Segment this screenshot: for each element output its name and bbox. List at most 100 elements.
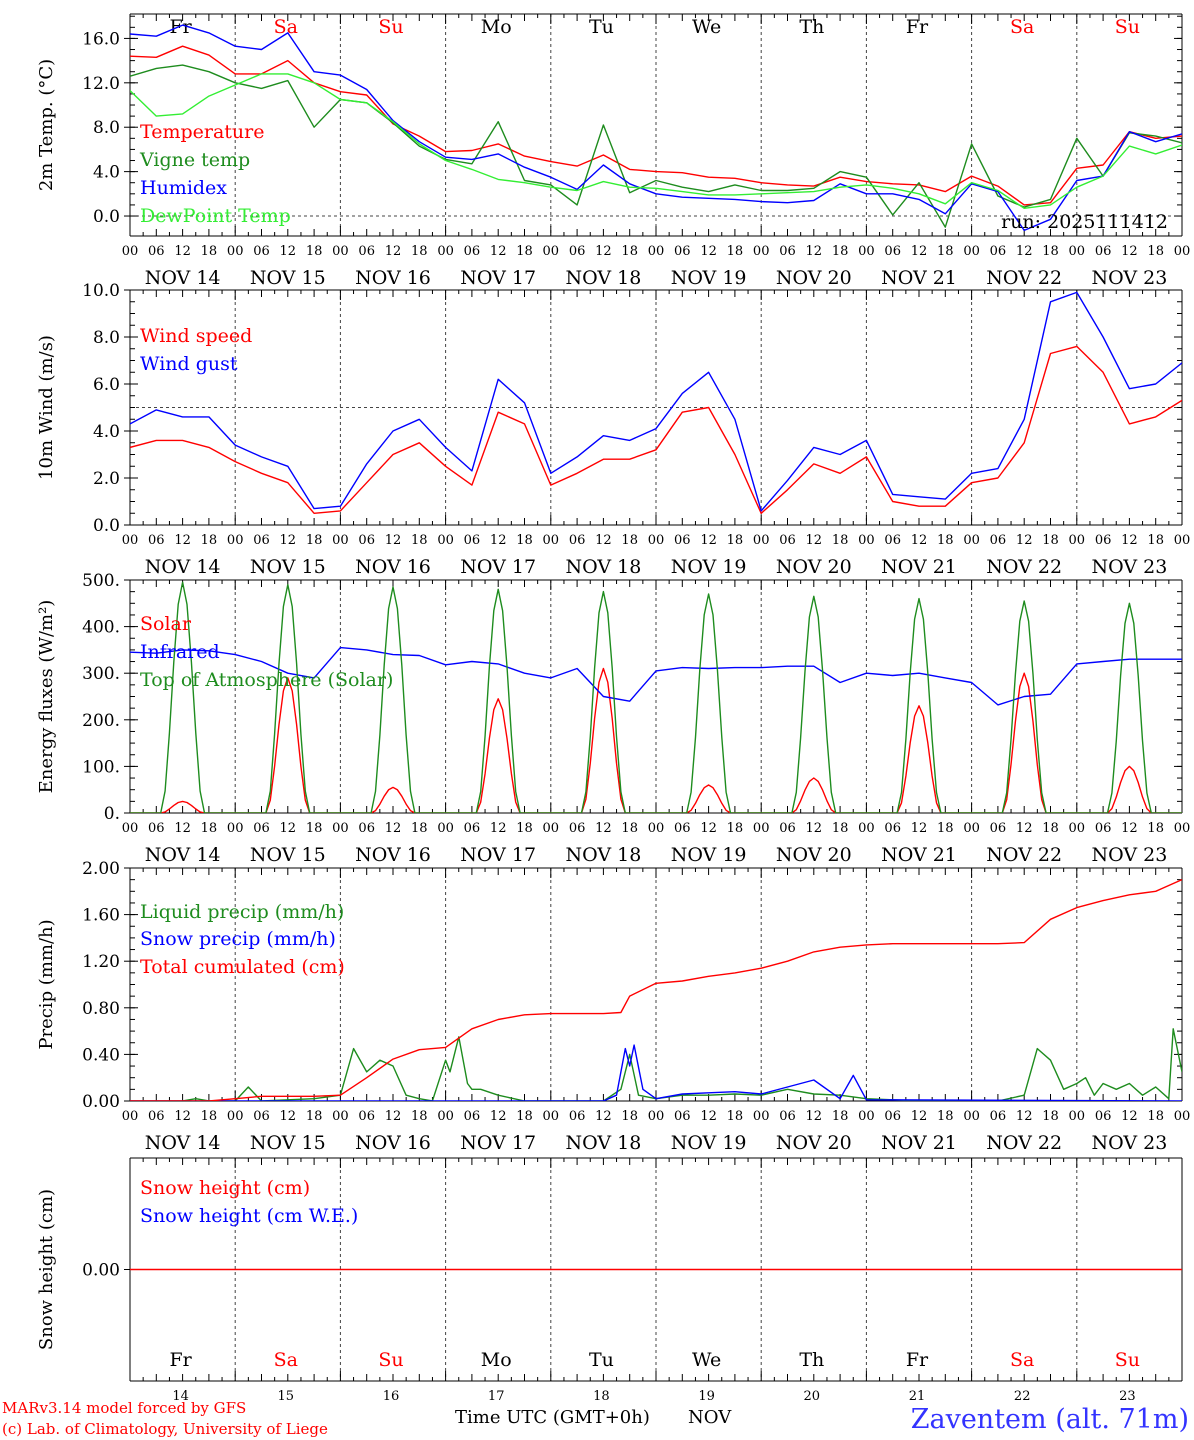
hour-tick-label: 12 xyxy=(595,1109,612,1124)
hour-tick-label: 18 xyxy=(1042,244,1059,259)
hour-tick-label: 18 xyxy=(411,244,428,259)
hour-tick-label: 18 xyxy=(1042,1109,1059,1124)
hour-tick-label: 00 xyxy=(543,821,560,836)
series-group xyxy=(130,878,1182,1101)
date-label: NOV 19 xyxy=(671,556,747,578)
hour-tick-label: 00 xyxy=(858,1109,875,1124)
date-label: NOV 19 xyxy=(671,1132,747,1154)
hour-tick-label: 12 xyxy=(806,533,823,548)
hour-tick-label: 00 xyxy=(1069,244,1086,259)
hour-tick-label: 06 xyxy=(779,1109,796,1124)
hour-tick-label: 18 xyxy=(621,244,638,259)
day-name-label: Th xyxy=(799,1349,824,1371)
hour-tick-label: 12 xyxy=(174,1109,191,1124)
series-line-1-1 xyxy=(130,45,1182,206)
hour-tick-label: 06 xyxy=(148,244,165,259)
series-line-3-2 xyxy=(130,646,1182,706)
day-name-label: Mo xyxy=(481,16,512,38)
hour-tick-label: 18 xyxy=(516,1109,533,1124)
hour-tick-label: 06 xyxy=(779,244,796,259)
legend-entry: Solar xyxy=(140,613,192,635)
hour-tick-label: 12 xyxy=(806,244,823,259)
day-number-label: 21 xyxy=(909,1389,926,1404)
hour-tick-label: 00 xyxy=(1174,533,1191,548)
y-tick-label: 0.00 xyxy=(82,1261,120,1281)
day-name-label: We xyxy=(692,16,721,38)
hour-tick-label: 06 xyxy=(674,533,691,548)
y-tick-label: 0.0 xyxy=(93,207,120,227)
hour-tick-label: 00 xyxy=(963,1109,980,1124)
day-name-label: Sa xyxy=(274,16,298,38)
y-tick-label: 2.00 xyxy=(82,859,120,879)
date-label: NOV 17 xyxy=(460,844,536,866)
hour-tick-label: 18 xyxy=(727,821,744,836)
hour-tick-label: 18 xyxy=(201,244,218,259)
date-label: NOV 14 xyxy=(145,1132,221,1154)
hour-tick-label: 12 xyxy=(1016,821,1033,836)
hour-tick-label: 06 xyxy=(253,821,270,836)
hour-tick-label: 06 xyxy=(569,1109,586,1124)
hour-tick-label: 12 xyxy=(595,533,612,548)
hour-tick-label: 18 xyxy=(621,533,638,548)
legend-entry: DewPoint Temp xyxy=(140,205,291,227)
hour-tick-label: 12 xyxy=(1121,1109,1138,1124)
hour-tick-label: 12 xyxy=(1121,821,1138,836)
hour-tick-label: 00 xyxy=(963,821,980,836)
hour-tick-label: 00 xyxy=(648,821,665,836)
hour-tick-label: 12 xyxy=(490,1109,507,1124)
hour-tick-label: 12 xyxy=(1121,244,1138,259)
hour-tick-label: 12 xyxy=(911,1109,928,1124)
hour-tick-label: 18 xyxy=(201,1109,218,1124)
day-number-label: 22 xyxy=(1014,1389,1031,1404)
hour-tick-label: 18 xyxy=(1147,533,1164,548)
date-label: NOV 20 xyxy=(776,556,852,578)
hour-tick-label: 06 xyxy=(569,244,586,259)
panel-4: 0.00 0.40 0.80 1.20 1.60 2.00 Precip (mm/h) 00 0… xyxy=(36,859,1190,1154)
hour-tick-label: 12 xyxy=(490,244,507,259)
day-name-label: Su xyxy=(378,16,403,38)
hour-tick-label: 00 xyxy=(122,244,139,259)
date-label: NOV 17 xyxy=(460,556,536,578)
hour-tick-label: 00 xyxy=(122,1109,139,1124)
hour-tick-label: 18 xyxy=(1042,533,1059,548)
y-tick-label: 2.0 xyxy=(93,469,120,489)
date-label: NOV 14 xyxy=(145,844,221,866)
hour-tick-label: 18 xyxy=(727,533,744,548)
hour-tick-label: 00 xyxy=(332,533,349,548)
hour-tick-label: 18 xyxy=(1147,244,1164,259)
hour-tick-label: 12 xyxy=(174,533,191,548)
date-label: NOV 16 xyxy=(355,556,431,578)
y-axis-label: 10m Wind (m/s) xyxy=(36,335,57,480)
y-tick-label: 6.0 xyxy=(93,375,120,395)
series-line-4-2 xyxy=(130,1044,1182,1101)
series-line-1-4 xyxy=(130,73,1182,210)
y-tick-label: 400. xyxy=(82,618,120,638)
hour-tick-label: 06 xyxy=(464,821,481,836)
y-axis-label: Energy fluxes (W/m²) xyxy=(36,600,57,794)
hour-tick-label: 18 xyxy=(516,533,533,548)
hour-tick-label: 06 xyxy=(674,1109,691,1124)
series-group xyxy=(130,581,1182,813)
day-number-label: 17 xyxy=(488,1389,505,1404)
date-label: NOV 16 xyxy=(355,267,431,289)
panel-5: 0.00 Snow height (cm) Snow height (cm) Snow… xyxy=(36,1157,1183,1404)
legend-entry: Snow precip (mm/h) xyxy=(140,928,336,950)
date-label: NOV 18 xyxy=(565,1132,641,1154)
date-label: NOV 20 xyxy=(776,844,852,866)
hour-tick-label: 00 xyxy=(1069,821,1086,836)
date-label: NOV 15 xyxy=(250,556,326,578)
date-label: NOV 19 xyxy=(671,844,747,866)
y-tick-label: 10.0 xyxy=(82,281,120,301)
hour-tick-label: 12 xyxy=(490,821,507,836)
hour-tick-label: 06 xyxy=(884,821,901,836)
hour-tick-label: 12 xyxy=(700,533,717,548)
month-label: NOV xyxy=(688,1407,732,1428)
series-group xyxy=(130,291,1182,514)
hour-tick-label: 00 xyxy=(122,533,139,548)
hour-tick-label: 00 xyxy=(227,533,244,548)
hour-tick-label: 18 xyxy=(727,244,744,259)
hour-tick-label: 00 xyxy=(332,244,349,259)
y-tick-label: 12.0 xyxy=(82,74,120,94)
hour-tick-label: 00 xyxy=(543,533,560,548)
day-number-label: 16 xyxy=(383,1389,400,1404)
